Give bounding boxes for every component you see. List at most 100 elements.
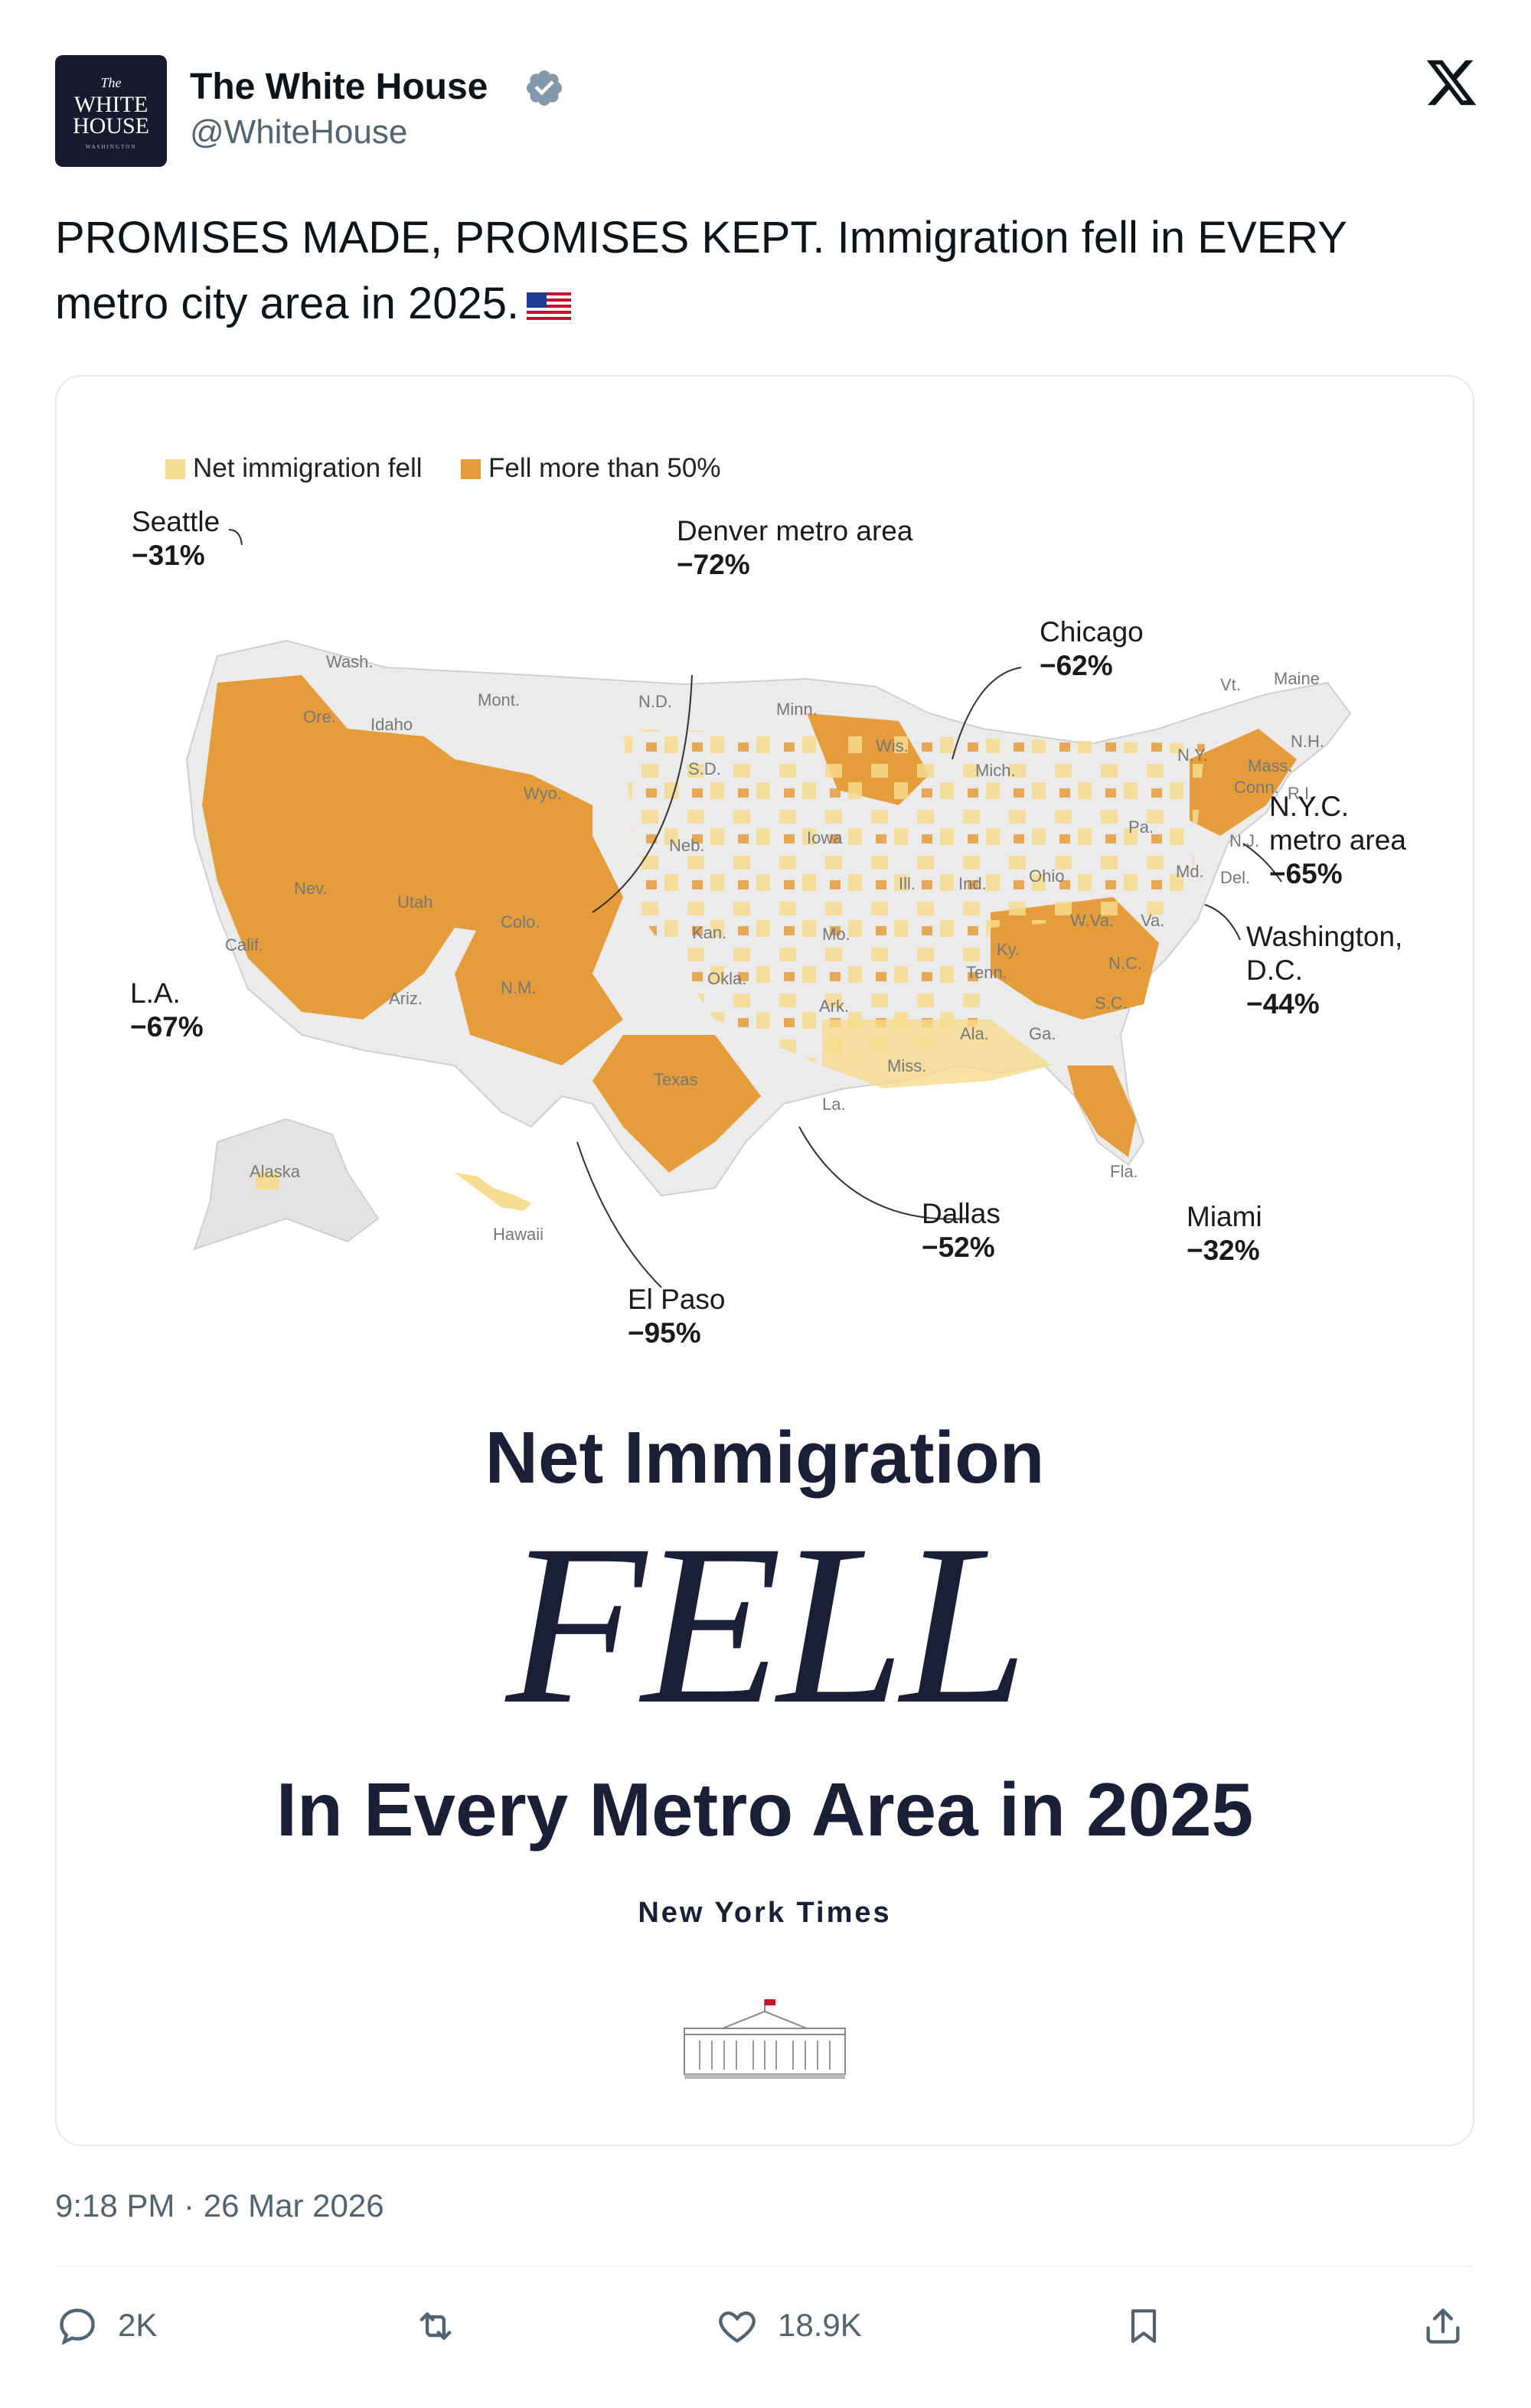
tweet-text: PROMISES MADE, PROMISES KEPT. Immigratio… [55, 205, 1464, 337]
leader-seattle [228, 529, 243, 546]
headline-main: FELL [505, 1497, 1028, 1751]
state-label-va: Va. [1141, 911, 1164, 930]
state-label-nh: N.H. [1291, 732, 1324, 751]
metro-change-seattle: −31% [132, 540, 205, 571]
state-label-pa: Pa. [1128, 817, 1154, 837]
avatar[interactable]: The WHITE HOUSE WASHINGTON [55, 55, 167, 167]
leader-dc [1204, 904, 1241, 941]
state-label-utah: Utah [397, 892, 433, 912]
leader-elpaso [576, 1141, 662, 1288]
mountain-dark [455, 836, 623, 1065]
verified-badge-icon [526, 70, 563, 106]
state-label-maine: Maine [1274, 669, 1320, 688]
share-button[interactable] [1421, 2293, 1474, 2354]
reply-icon [60, 2308, 95, 2345]
white-house-logo-icon [684, 1999, 846, 2079]
florida-dark [1067, 1065, 1136, 1157]
metro-name-denver: Denver metro area [677, 515, 913, 547]
state-label-ga: Ga. [1029, 1024, 1056, 1043]
northeast-dark [1190, 729, 1297, 836]
state-label-vt: Vt. [1220, 675, 1241, 694]
state-label-ind: Ind. [958, 874, 987, 893]
leader-nyc [1242, 843, 1282, 883]
leader-lines [228, 529, 1282, 1288]
state-label-mo: Mo. [822, 925, 850, 944]
state-label-texas: Texas [654, 1070, 697, 1089]
avatar-line-white: WHITE [73, 92, 149, 117]
hawaii [455, 1173, 531, 1211]
us-county-map: Wash. Ore. Idaho Mont. N.D. Minn. Wis. M… [185, 529, 1352, 1288]
metro-change-la: −67% [130, 1011, 204, 1042]
state-label-minn: Minn. [776, 700, 818, 719]
state-label-mass: Mass. [1248, 756, 1293, 775]
southeast-dark [991, 897, 1159, 1020]
leader-chicago [952, 667, 1022, 760]
x-logo-icon[interactable] [1424, 55, 1479, 110]
annotation-la: L.A. −67% [130, 977, 204, 1044]
state-label-mont: Mont. [478, 690, 520, 710]
like-button[interactable]: 18.9K [715, 2293, 883, 2354]
state-label-wva: W.Va. [1070, 911, 1114, 930]
account-name[interactable]: The White House [190, 67, 488, 107]
annotation-denver: Denver metro area −72% [677, 514, 912, 582]
source-credit: New York Times [638, 1897, 892, 1929]
state-label-ill: Ill. [899, 874, 916, 893]
state-label-colo: Colo. [501, 912, 540, 932]
share-icon [1426, 2308, 1460, 2344]
state-label-calif: Calif. [225, 935, 263, 954]
account-handle[interactable]: @WhiteHouse [190, 113, 408, 151]
state-label-ark: Ark. [819, 997, 849, 1016]
metro-name-dc: Washington, D.C. [1246, 921, 1403, 986]
state-label-sd: S.D. [688, 759, 721, 778]
leader-denver [592, 674, 693, 913]
texas-dark [592, 1035, 761, 1173]
avatar-line-washington: WASHINGTON [85, 144, 137, 150]
tweet-body: PROMISES MADE, PROMISES KEPT. Immigratio… [55, 213, 1347, 328]
state-label-iowa: Iowa [807, 828, 843, 847]
annotation-chicago: Chicago −62% [1040, 615, 1144, 683]
state-label-ky: Ky. [997, 940, 1020, 959]
state-label-wyo: Wyo. [524, 784, 562, 803]
state-label-nd: N.D. [638, 692, 672, 711]
state-label-nj: N.J. [1229, 831, 1259, 850]
state-label-wis: Wis. [876, 736, 909, 755]
state-label-del: Del. [1220, 868, 1250, 887]
state-label-ohio: Ohio [1029, 866, 1064, 886]
reply-button[interactable]: 2K [55, 2293, 162, 2354]
annotation-seattle: Seattle −31% [132, 505, 220, 573]
media-card[interactable]: Net immigration fell Fell more than 50% [55, 375, 1474, 2146]
state-label-mich: Mich. [975, 761, 1016, 780]
metro-change-dallas: −52% [922, 1232, 995, 1263]
state-label-alaska: Alaska [250, 1162, 301, 1181]
tweet-timestamp[interactable]: 9:18 PM · 26 Mar 2026 [55, 2188, 384, 2224]
reply-count: 2K [118, 2307, 158, 2343]
metro-change-denver: −72% [677, 549, 750, 580]
state-label-nm: N.M. [501, 978, 536, 997]
state-label-fla: Fla. [1110, 1162, 1138, 1181]
state-label-idaho: Idaho [371, 715, 413, 734]
avatar-line-house: HOUSE [72, 113, 149, 139]
annotation-miami: Miami −32% [1187, 1200, 1262, 1268]
metro-name-la: L.A. [130, 977, 181, 1009]
state-label-wash: Wash. [326, 652, 374, 671]
state-label-ny: N.Y. [1177, 746, 1208, 765]
state-label-nc: N.C. [1108, 954, 1142, 973]
south-light [822, 1020, 1052, 1088]
state-label-miss: Miss. [887, 1056, 926, 1075]
state-label-ala: Ala. [960, 1024, 989, 1043]
state-label-hawaii: Hawaii [493, 1225, 544, 1244]
state-label-tenn: Tenn. [966, 963, 1007, 982]
state-label-sc: S.C. [1095, 994, 1128, 1013]
heart-icon [719, 2311, 756, 2343]
bookmark-button[interactable] [1122, 2293, 1176, 2354]
state-label-conn: Conn. [1234, 778, 1279, 797]
repost-button[interactable] [412, 2293, 519, 2354]
state-label-ri: R.I. [1288, 784, 1314, 803]
annotation-nyc: N.Y.C. metro area −65% [1269, 790, 1422, 891]
state-label-ariz: Ariz. [389, 989, 423, 1008]
avatar-line-the: The [100, 75, 122, 90]
metro-name-miami: Miami [1187, 1201, 1262, 1232]
flag-us-icon [527, 292, 572, 321]
metro-name-dallas: Dallas [922, 1198, 1001, 1229]
metro-name-elpaso: El Paso [628, 1284, 726, 1315]
